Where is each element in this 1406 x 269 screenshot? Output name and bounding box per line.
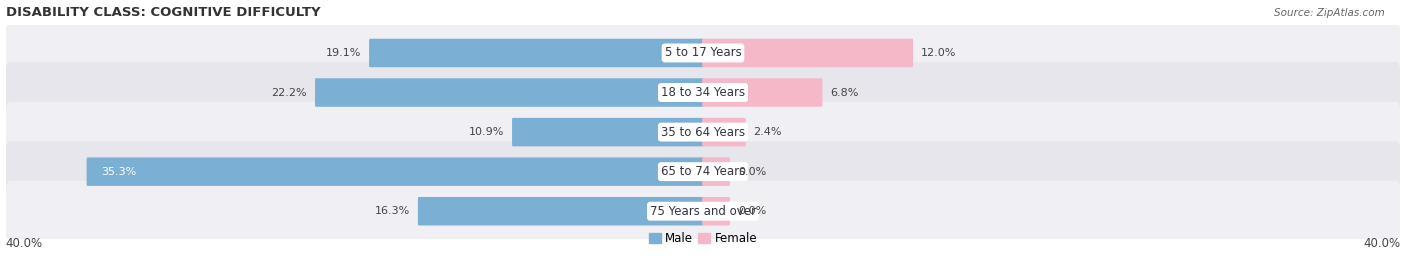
Text: 0.0%: 0.0% [738,167,766,177]
FancyBboxPatch shape [6,102,1400,162]
Text: Source: ZipAtlas.com: Source: ZipAtlas.com [1274,8,1385,18]
Text: 2.4%: 2.4% [754,127,782,137]
Text: 0.0%: 0.0% [738,206,766,216]
FancyBboxPatch shape [702,78,823,107]
FancyBboxPatch shape [6,181,1400,242]
FancyBboxPatch shape [702,39,912,67]
Text: 5 to 17 Years: 5 to 17 Years [665,47,741,59]
Text: 35 to 64 Years: 35 to 64 Years [661,126,745,139]
Text: 75 Years and over: 75 Years and over [650,205,756,218]
Text: 6.8%: 6.8% [831,87,859,98]
FancyBboxPatch shape [702,118,745,146]
FancyBboxPatch shape [370,39,704,67]
Text: DISABILITY CLASS: COGNITIVE DIFFICULTY: DISABILITY CLASS: COGNITIVE DIFFICULTY [6,6,321,19]
FancyBboxPatch shape [702,157,730,186]
FancyBboxPatch shape [6,62,1400,123]
FancyBboxPatch shape [702,197,730,225]
FancyBboxPatch shape [6,141,1400,202]
FancyBboxPatch shape [6,23,1400,83]
Text: 40.0%: 40.0% [1364,237,1400,250]
Text: 18 to 34 Years: 18 to 34 Years [661,86,745,99]
Text: 65 to 74 Years: 65 to 74 Years [661,165,745,178]
Text: 35.3%: 35.3% [101,167,136,177]
Text: 22.2%: 22.2% [271,87,307,98]
FancyBboxPatch shape [315,78,704,107]
FancyBboxPatch shape [418,197,704,225]
Text: 19.1%: 19.1% [326,48,361,58]
Legend: Male, Female: Male, Female [644,228,762,250]
FancyBboxPatch shape [87,157,704,186]
Text: 40.0%: 40.0% [6,237,42,250]
Text: 10.9%: 10.9% [468,127,505,137]
Text: 16.3%: 16.3% [375,206,411,216]
FancyBboxPatch shape [512,118,704,146]
Text: 12.0%: 12.0% [921,48,956,58]
